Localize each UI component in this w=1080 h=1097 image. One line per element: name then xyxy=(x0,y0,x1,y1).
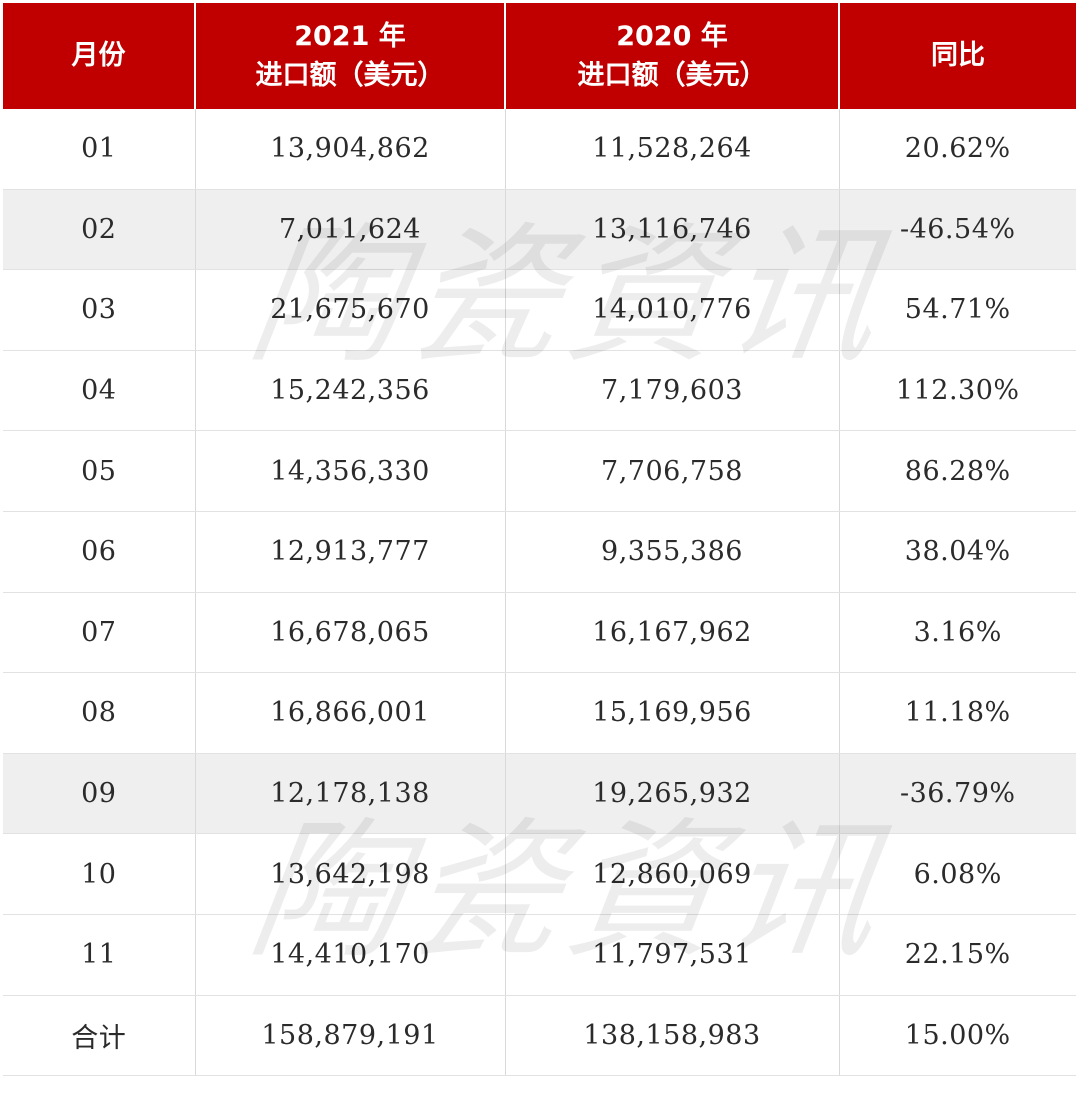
month-cell: 10 xyxy=(3,833,196,915)
total-2021-cell: 158,879,191 xyxy=(195,995,506,1077)
table-row: 01 13,904,862 11,528,264 20.62% xyxy=(3,109,1076,190)
import-2020-cell: 11,528,264 xyxy=(505,109,840,190)
yoy-cell: 11.18% xyxy=(839,672,1076,754)
header-yoy-label: 同比 xyxy=(931,40,985,72)
month-cell: 03 xyxy=(3,269,196,351)
import-2021-cell: 14,356,330 xyxy=(195,430,506,512)
import-2020-cell: 15,169,956 xyxy=(505,672,840,754)
table-row: 08 16,866,001 15,169,956 11.18% xyxy=(3,672,1076,754)
import-table: 月份 2021 年 进口额（美元） 2020 年 进口额（美元） 同比 01 1… xyxy=(3,3,1076,1077)
import-2020-cell: 7,706,758 xyxy=(505,430,840,512)
table-row: 09 12,178,138 19,265,932 -36.79% xyxy=(3,753,1076,835)
yoy-cell: 38.04% xyxy=(839,511,1076,593)
header-row: 月份 2021 年 进口额（美元） 2020 年 进口额（美元） 同比 xyxy=(3,3,1076,109)
import-2021-cell: 12,178,138 xyxy=(195,753,506,835)
yoy-cell: 112.30% xyxy=(839,350,1076,432)
month-cell: 11 xyxy=(3,914,196,996)
month-cell: 05 xyxy=(3,430,196,512)
yoy-cell: -36.79% xyxy=(839,753,1076,835)
header-2020-label: 进口额（美元） xyxy=(577,60,767,91)
table-row: 07 16,678,065 16,167,962 3.16% xyxy=(3,592,1076,674)
import-2021-cell: 7,011,624 xyxy=(195,189,506,271)
yoy-cell: 3.16% xyxy=(839,592,1076,674)
import-2020-cell: 14,010,776 xyxy=(505,269,840,351)
month-cell: 04 xyxy=(3,350,196,432)
total-label-cell: 合计 xyxy=(3,995,196,1077)
import-2020-cell: 12,860,069 xyxy=(505,833,840,915)
yoy-cell: 54.71% xyxy=(839,269,1076,351)
table-row: 03 21,675,670 14,010,776 54.71% xyxy=(3,269,1076,351)
import-2021-cell: 12,913,777 xyxy=(195,511,506,593)
import-2020-cell: 19,265,932 xyxy=(505,753,840,835)
import-2021-cell: 16,866,001 xyxy=(195,672,506,754)
import-2020-cell: 7,179,603 xyxy=(505,350,840,432)
month-cell: 09 xyxy=(3,753,196,835)
table-row: 04 15,242,356 7,179,603 112.30% xyxy=(3,350,1076,432)
month-cell: 02 xyxy=(3,189,196,271)
table-header: 月份 2021 年 进口额（美元） 2020 年 进口额（美元） 同比 xyxy=(3,3,1076,109)
import-2020-cell: 11,797,531 xyxy=(505,914,840,996)
header-2020: 2020 年 进口额（美元） xyxy=(505,3,840,109)
header-month: 月份 xyxy=(3,3,196,109)
month-cell: 07 xyxy=(3,592,196,674)
table-row: 10 13,642,198 12,860,069 6.08% xyxy=(3,833,1076,915)
total-2020-cell: 138,158,983 xyxy=(505,995,840,1077)
header-month-label: 月份 xyxy=(71,40,126,72)
import-2021-cell: 15,242,356 xyxy=(195,350,506,432)
table-row: 06 12,913,777 9,355,386 38.04% xyxy=(3,511,1076,593)
yoy-cell: 86.28% xyxy=(839,430,1076,512)
import-2021-cell: 14,410,170 xyxy=(195,914,506,996)
table-row: 05 14,356,330 7,706,758 86.28% xyxy=(3,430,1076,512)
table-body: 01 13,904,862 11,528,264 20.62% 02 7,011… xyxy=(3,109,1076,1077)
month-cell: 06 xyxy=(3,511,196,593)
import-table-container: 月份 2021 年 进口额（美元） 2020 年 进口额（美元） 同比 01 1… xyxy=(3,3,1076,1077)
total-yoy-cell: 15.00% xyxy=(839,995,1076,1077)
import-2020-cell: 13,116,746 xyxy=(505,189,840,271)
import-2021-cell: 13,642,198 xyxy=(195,833,506,915)
table-row-total: 合计 158,879,191 138,158,983 15.00% xyxy=(3,995,1076,1077)
import-2021-cell: 13,904,862 xyxy=(195,109,506,190)
yoy-cell: 20.62% xyxy=(839,109,1076,190)
yoy-cell: 6.08% xyxy=(839,833,1076,915)
import-2021-cell: 21,675,670 xyxy=(195,269,506,351)
import-2020-cell: 9,355,386 xyxy=(505,511,840,593)
month-cell: 01 xyxy=(3,109,196,190)
header-2021-year: 2021 年 xyxy=(294,20,406,52)
import-2021-cell: 16,678,065 xyxy=(195,592,506,674)
yoy-cell: 22.15% xyxy=(839,914,1076,996)
import-2020-cell: 16,167,962 xyxy=(505,592,840,674)
header-2020-year: 2020 年 xyxy=(616,20,728,52)
table-row: 11 14,410,170 11,797,531 22.15% xyxy=(3,914,1076,996)
table-row: 02 7,011,624 13,116,746 -46.54% xyxy=(3,189,1076,271)
header-2021: 2021 年 进口额（美元） xyxy=(195,3,506,109)
header-2021-label: 进口额（美元） xyxy=(255,60,445,91)
header-yoy: 同比 xyxy=(839,3,1076,109)
yoy-cell: -46.54% xyxy=(839,189,1076,271)
month-cell: 08 xyxy=(3,672,196,754)
